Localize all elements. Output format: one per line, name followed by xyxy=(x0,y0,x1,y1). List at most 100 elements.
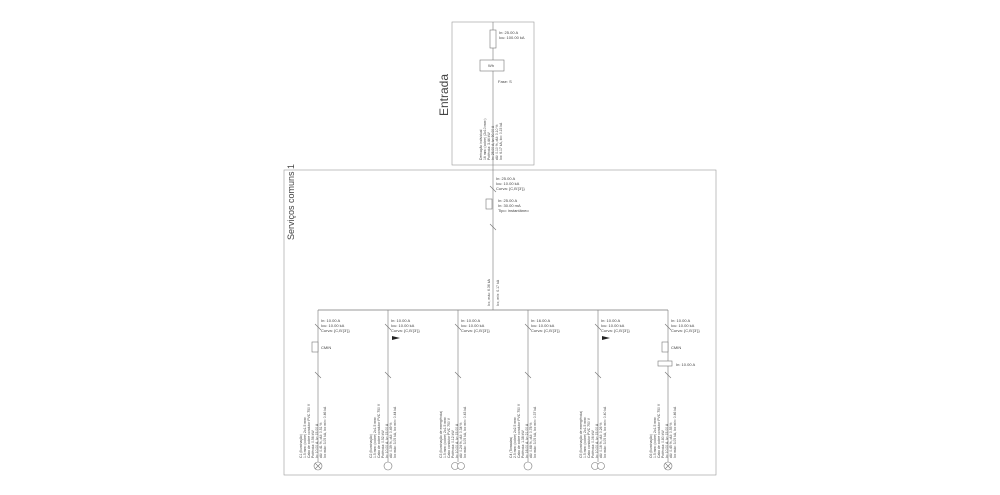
lamp-cross-icon xyxy=(314,462,322,470)
entrada-cable-text: Derivação individual 16 mm² (cobre) (2x10… xyxy=(479,119,503,160)
circuit-desc-line: In: 10.00 A, Iz: 15.00 A xyxy=(665,423,669,458)
entrada-cable-line: Potência: 3.44 kW xyxy=(487,132,491,160)
contactor-symbol xyxy=(657,360,673,367)
circuit-icu: Icu: 10.00 kA xyxy=(531,323,555,328)
load-symbol xyxy=(383,461,393,471)
load-symbol xyxy=(523,461,533,471)
circuit-desc-line: C5 (Iluminação de emergência) xyxy=(579,411,583,458)
main-breaker-icu: Icu: 10.00 kA xyxy=(496,181,520,186)
circuit-curve: Curva: {C,B'{3'}} xyxy=(391,328,420,333)
breaker-symbol xyxy=(314,323,322,331)
circuit-desc-line: In: 10.00 A, Iz: 15.00 A xyxy=(315,423,319,458)
circuit-desc-line: Icc máx: 3.05 kA, Icc mín: 0.40 kA xyxy=(603,406,607,458)
breaker-symbol xyxy=(384,323,392,331)
servicos-box xyxy=(283,169,717,476)
circuit-icu: Icu: 10.00 kA xyxy=(391,323,415,328)
circuit-desc-line: In: 10.00 A, Iz: 15.00 A xyxy=(385,423,389,458)
circuit-desc-line: Potência: 0.56 kW xyxy=(311,430,315,458)
entrada-cable-line: Derivação individual xyxy=(479,129,483,160)
bus-label-1: Icc, máx: 6.36 kA xyxy=(487,278,491,306)
meter-label: Wh xyxy=(488,63,494,68)
cable-slash xyxy=(664,371,672,379)
circuit-desc-line: dU: 0.16 %, dU: 0.26 % xyxy=(599,423,603,458)
circuit-icu: Icu: 10.00 kA xyxy=(321,323,345,328)
circuit-desc-line: 1.5 mm² (cobre) 2x1.5 mm² xyxy=(443,416,447,458)
circuit-desc-line: In: 10.00 A, Iz: 15.00 A xyxy=(595,423,599,458)
circuit-desc-line: Cabo condutor PVC 750 V xyxy=(587,417,591,458)
circuit-curve: Curva: {C,B'{3'}} xyxy=(461,328,490,333)
circuit-desc-line: Icc máx: 3.05 kA, Icc mín: 0.46 kA xyxy=(323,406,327,458)
circuit-desc-line: dU: 0.45 %, dU: 0.55 % xyxy=(669,423,673,458)
cable-slash xyxy=(384,371,392,379)
breaker-symbol xyxy=(524,323,532,331)
circuit-desc-line: dU: 0.39 %, dU: 0.49 % xyxy=(389,423,393,458)
cable-slash xyxy=(594,371,602,379)
cable-slash xyxy=(524,371,532,379)
rcd-in: In: 25.00 A xyxy=(498,198,517,203)
entrada-cable-line: In: 25.00 A, Iz: 90.00 A xyxy=(491,125,495,160)
circuit-desc-line: 1.5 mm² (cobre) 2x1.5 mm² xyxy=(373,416,377,458)
load-symbol xyxy=(597,462,605,470)
circuit-desc-line: 1.5 mm² (cobre) 2x1.5 mm² xyxy=(303,416,307,458)
entrada-fuse-icu: Icu: 100.00 kA xyxy=(499,35,525,40)
circuit-desc-line: Potência: 0.06 kW xyxy=(591,430,595,458)
circuit-desc-line: Icc máx: 3.05 kA, Icc mín: 0.43 kA xyxy=(463,406,467,458)
lamp-cross-icon xyxy=(664,462,672,470)
circuit-in: In: 10.00 A xyxy=(391,318,410,323)
contactor-label: In: 10.00 A xyxy=(676,362,695,367)
arrow-icon xyxy=(602,336,610,340)
rcd-sens: In: 30.00 mA xyxy=(498,203,521,208)
circuit-icu: Icu: 10.00 kA xyxy=(461,323,485,328)
circuit-desc-line: 1.5 mm² (cobre) 2x1.5 mm² xyxy=(653,416,657,458)
circuit-desc-line: C4 (Tomadas) xyxy=(509,437,513,458)
servicos-title: Serviços comuns 1 xyxy=(286,164,296,240)
entrada-fuse-in: In: 25.00 A xyxy=(499,30,518,35)
breaker-symbol xyxy=(664,323,672,331)
circuit-desc-line: dU: 0.41 %, dU: 0.51 % xyxy=(319,423,323,458)
main-breaker-curve: Curva: {C,B'{3'}} xyxy=(496,186,525,191)
circuit-curve: Curva: {C,B'{3'}} xyxy=(321,328,350,333)
circuit-desc-line: Cabo de cobre condutor PVC 750 V xyxy=(307,403,311,458)
circuit-desc-line: Cabo de cobre condutor PVC 750 V xyxy=(657,403,661,458)
breaker-symbol xyxy=(594,323,602,331)
entrada-phase: Fase: S xyxy=(498,79,512,84)
circuit-desc-line: dU: 0.24 %, dU: 0.34 % xyxy=(459,423,463,458)
circuit-curve: Curva: {C,B'{3'}} xyxy=(531,328,560,333)
circuit-in: In: 16.00 A xyxy=(531,318,550,323)
cmin-symbol xyxy=(311,341,319,353)
cmin-label: CMIN xyxy=(321,345,331,350)
circuit-curve: Curva: {C,B'{3'}} xyxy=(671,328,700,333)
entrada-cable-line: Icc: 6.17 kA, Icc: 0.15 kA xyxy=(499,122,503,160)
circuit-desc-line: Potência: 0.80 kW xyxy=(661,430,665,458)
fuse-symbol xyxy=(489,29,497,49)
cable-slash xyxy=(314,371,322,379)
bus-label-2: Icc, mín: 0.17 kA xyxy=(496,279,500,306)
circuit-desc-line: Cabo de cobre condutor PVC 750 V xyxy=(377,403,381,458)
circuit-desc-line: C1 (Iluminação) xyxy=(299,434,303,458)
circuit-in: In: 10.00 A xyxy=(601,318,620,323)
circuit-desc-line: Icc máx: 3.05 kA, Icc mín: 0.44 kA xyxy=(393,406,397,458)
circuit-desc-line: Icc máx: 3.05 kA, Icc mín: 0.37 kA xyxy=(533,406,537,458)
circuit-desc-line: dU: 0.68 %, dU: 0.78 % xyxy=(529,423,533,458)
circuit-in: In: 10.00 A xyxy=(321,318,340,323)
circuit-icu: Icu: 10.00 kA xyxy=(601,323,625,328)
entrada-title: Entrada xyxy=(437,74,451,116)
circuit-in: In: 10.00 A xyxy=(461,318,480,323)
circuit-desc-line: In: 10.00 A, Iz: 15.00 A xyxy=(455,423,459,458)
circuit-in: In: 10.00 A xyxy=(671,318,690,323)
circuit-desc-line: Potência: 0.12 kW xyxy=(451,430,455,458)
circuit-icu: Icu: 10.00 kA xyxy=(671,323,695,328)
circuit-desc-line: 1.5 mm² (cobre) 2x1.5 mm² xyxy=(583,416,587,458)
cmin-symbol xyxy=(661,341,669,353)
circuit-desc-line: C3 (Iluminação de emergência) xyxy=(439,411,443,458)
cable-slash xyxy=(489,223,497,231)
circuit-desc-line: Potência: 1.38 kW xyxy=(521,430,525,458)
rcd-type: Tipo: instantâneo xyxy=(498,208,529,213)
circuit-desc-line: C2 (Iluminação) xyxy=(369,434,373,458)
main-breaker-in: In: 25.00 A xyxy=(496,176,515,181)
cmin-label: CMIN xyxy=(671,345,681,350)
